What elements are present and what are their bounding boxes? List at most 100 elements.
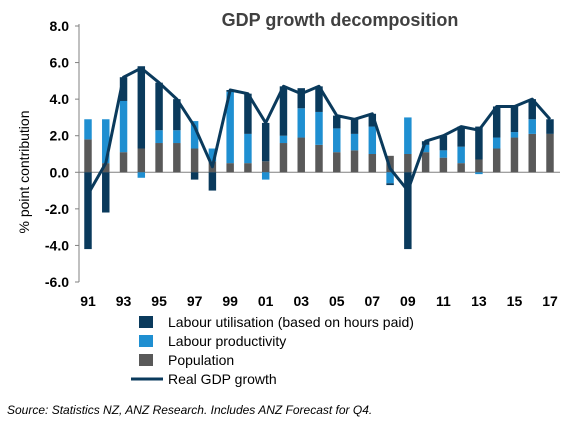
bar-segment: [137, 172, 146, 178]
bar-segment: [84, 119, 92, 140]
y-tick-label: 6.0: [50, 55, 70, 71]
bar-segment: [439, 157, 448, 173]
legend: Labour utilisation (based on hours paid)…: [131, 314, 414, 387]
bar-segment: [119, 100, 128, 153]
bar-segment: [102, 119, 110, 164]
bar-segment: [350, 133, 359, 151]
bar-segment: [439, 150, 448, 158]
bar-segment: [315, 144, 323, 173]
bar-segment: [173, 143, 181, 173]
chart-title: GDP growth decomposition: [222, 10, 459, 30]
bar-segment: [84, 172, 92, 250]
bar-segment: [190, 172, 199, 180]
bar-segment: [244, 163, 252, 173]
bar-segment: [457, 146, 465, 164]
bar-segment: [368, 113, 377, 127]
bar-segment: [315, 86, 323, 112]
bar-segment: [190, 121, 199, 149]
bar-segment: [528, 99, 536, 120]
x-tick-label: 97: [187, 293, 203, 309]
y-axis-label: % point contribution: [16, 111, 32, 234]
bar-segment: [457, 163, 465, 173]
bar-segment: [510, 106, 519, 133]
bar-segment: [261, 122, 270, 162]
bar-segment: [368, 126, 377, 154]
bar-segment: [173, 130, 181, 144]
bar-segment: [155, 82, 163, 131]
bar-segment: [546, 119, 554, 134]
y-tick-label: -4.0: [45, 237, 69, 253]
bar-segment: [510, 132, 519, 138]
y-tick-label: 8.0: [50, 18, 70, 34]
bar-segment: [119, 77, 128, 101]
x-tick-label: 91: [80, 293, 96, 309]
x-tick-label: 11: [436, 293, 451, 309]
bar-segment: [244, 93, 252, 134]
y-axis-ticks: 8.0 6.0 4.0 2.0 0.0 -2.0 -4.0 -6.0: [45, 18, 79, 290]
bar-segment: [261, 172, 270, 180]
bar-segment: [404, 117, 412, 154]
bar-segment: [297, 108, 305, 138]
y-tick-label: -2.0: [45, 201, 69, 217]
gdp-line-group: [86, 66, 552, 195]
bar-segment: [475, 159, 483, 173]
source-note: Source: Statistics NZ, ANZ Research. Inc…: [7, 403, 372, 417]
bar-segment: [261, 161, 270, 173]
bar-segment: [137, 148, 146, 173]
bar-segment: [155, 143, 163, 173]
legend-label: Population: [168, 352, 234, 368]
x-tick-label: 93: [116, 293, 132, 309]
bar-segment: [297, 88, 305, 109]
bar-segment: [333, 152, 341, 173]
x-tick-label: 07: [365, 293, 381, 309]
x-tick-label: 15: [507, 293, 523, 309]
bar-segment: [102, 172, 110, 213]
legend-label: Labour utilisation (based on hours paid): [168, 314, 414, 330]
x-tick-label: 95: [151, 293, 167, 309]
bar-segment: [350, 119, 359, 134]
bar-segment: [297, 137, 305, 173]
bar-segment: [350, 150, 359, 173]
bar-segment: [155, 130, 163, 144]
bar-segment: [226, 91, 234, 164]
y-tick-label: -6.0: [45, 274, 69, 290]
bar-segment: [475, 126, 483, 160]
bar-segment: [475, 172, 483, 175]
bar-segment: [546, 133, 554, 173]
bar-segment: [386, 172, 394, 184]
bar-segment: [386, 183, 394, 186]
legend-label: Labour productivity: [168, 333, 286, 349]
y-tick-label: 4.0: [50, 91, 70, 107]
y-tick-label: 2.0: [50, 128, 70, 144]
legend-swatch: [139, 316, 153, 328]
bar-segment: [457, 126, 465, 147]
bar-segment: [190, 148, 199, 173]
bar-segment: [102, 163, 110, 173]
bar-segment: [528, 119, 536, 134]
bar-segment: [368, 154, 377, 173]
bar-segment: [492, 106, 501, 138]
bar-segment: [439, 135, 448, 151]
x-tick-label: 05: [329, 293, 345, 309]
bar-segment: [404, 172, 412, 250]
bar-segment: [279, 143, 288, 173]
bar-segment: [528, 133, 536, 173]
bar-segment: [279, 86, 288, 136]
bar-segment: [208, 172, 217, 191]
bar-segment: [421, 152, 430, 173]
bar-segment: [173, 99, 181, 131]
bar-segment: [421, 144, 430, 153]
legend-swatch: [139, 354, 153, 366]
bar-segment: [333, 115, 341, 129]
stacked-bars: [84, 66, 554, 250]
bar-segment: [119, 152, 128, 173]
x-tick-label: 09: [400, 293, 416, 309]
legend-swatch: [139, 335, 153, 347]
x-tick-label: 01: [258, 293, 274, 309]
legend-label: Real GDP growth: [168, 371, 277, 387]
bar-segment: [208, 148, 217, 162]
bar-segment: [333, 128, 341, 153]
bar-segment: [226, 163, 234, 173]
bar-segment: [279, 135, 288, 144]
